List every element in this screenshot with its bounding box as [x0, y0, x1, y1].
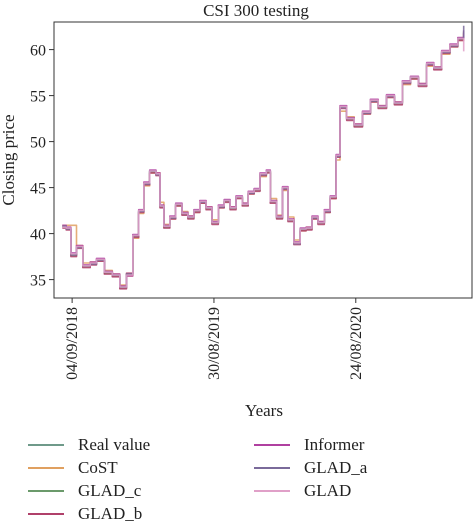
series-line-informer	[62, 30, 465, 287]
legend-label: Real value	[78, 435, 151, 454]
x-axis-label: Years	[245, 401, 283, 420]
x-axis-ticks: 04/09/2018 30/08/2019 24/08/2020	[64, 298, 365, 380]
y-tick-label: 60	[30, 43, 46, 60]
legend-label: GLAD	[304, 481, 352, 500]
legend-swatch	[254, 467, 290, 469]
series-line-glad-a	[62, 25, 465, 288]
legend-item-glad-c: GLAD_c	[28, 480, 141, 502]
legend-swatch	[254, 490, 290, 492]
series-line-cost	[62, 34, 465, 286]
legend-item-glad: GLAD	[254, 480, 351, 502]
legend-swatch	[28, 513, 64, 515]
line-chart: CSI 300 testing 35 40 45 50 55 60 04/09/2018 3…	[0, 1, 473, 420]
plot-frame	[53, 21, 473, 299]
legend-label: GLAD_a	[304, 458, 368, 477]
legend-swatch	[254, 444, 290, 446]
legend-item-cost: CoST	[28, 457, 118, 479]
y-tick-label: 45	[30, 181, 46, 198]
series-line-real-value	[62, 31, 465, 288]
legend-item-informer: Informer	[254, 434, 364, 456]
legend-item-real-value: Real value	[28, 434, 150, 456]
chart-title: CSI 300 testing	[203, 1, 309, 20]
series-layer	[62, 25, 465, 290]
y-tick-label: 40	[30, 227, 46, 244]
y-tick-label: 50	[30, 135, 46, 152]
legend-item-glad-b: GLAD_b	[28, 503, 142, 525]
x-tick-label: 30/08/2019	[206, 307, 223, 380]
series-line-glad	[62, 37, 465, 288]
legend-label: CoST	[78, 458, 118, 477]
legend-item-glad-a: GLAD_a	[254, 457, 367, 479]
series-line-glad-b	[62, 33, 465, 290]
series-line-glad-c	[62, 32, 465, 289]
y-axis-label: Closing price	[0, 114, 18, 205]
y-tick-label: 35	[30, 273, 46, 290]
legend-label: Informer	[304, 435, 365, 454]
legend: Real value CoST GLAD_c GLAD_b Informer G…	[0, 430, 474, 525]
y-axis-ticks: 35 40 45 50 55 60	[30, 43, 54, 290]
legend-swatch	[28, 444, 64, 446]
x-tick-label: 24/08/2020	[348, 307, 365, 380]
legend-swatch	[28, 490, 64, 492]
legend-swatch	[28, 467, 64, 469]
legend-label: GLAD_b	[78, 504, 143, 523]
legend-label: GLAD_c	[78, 481, 142, 500]
y-tick-label: 55	[30, 89, 46, 106]
x-tick-label: 04/09/2018	[64, 307, 81, 380]
